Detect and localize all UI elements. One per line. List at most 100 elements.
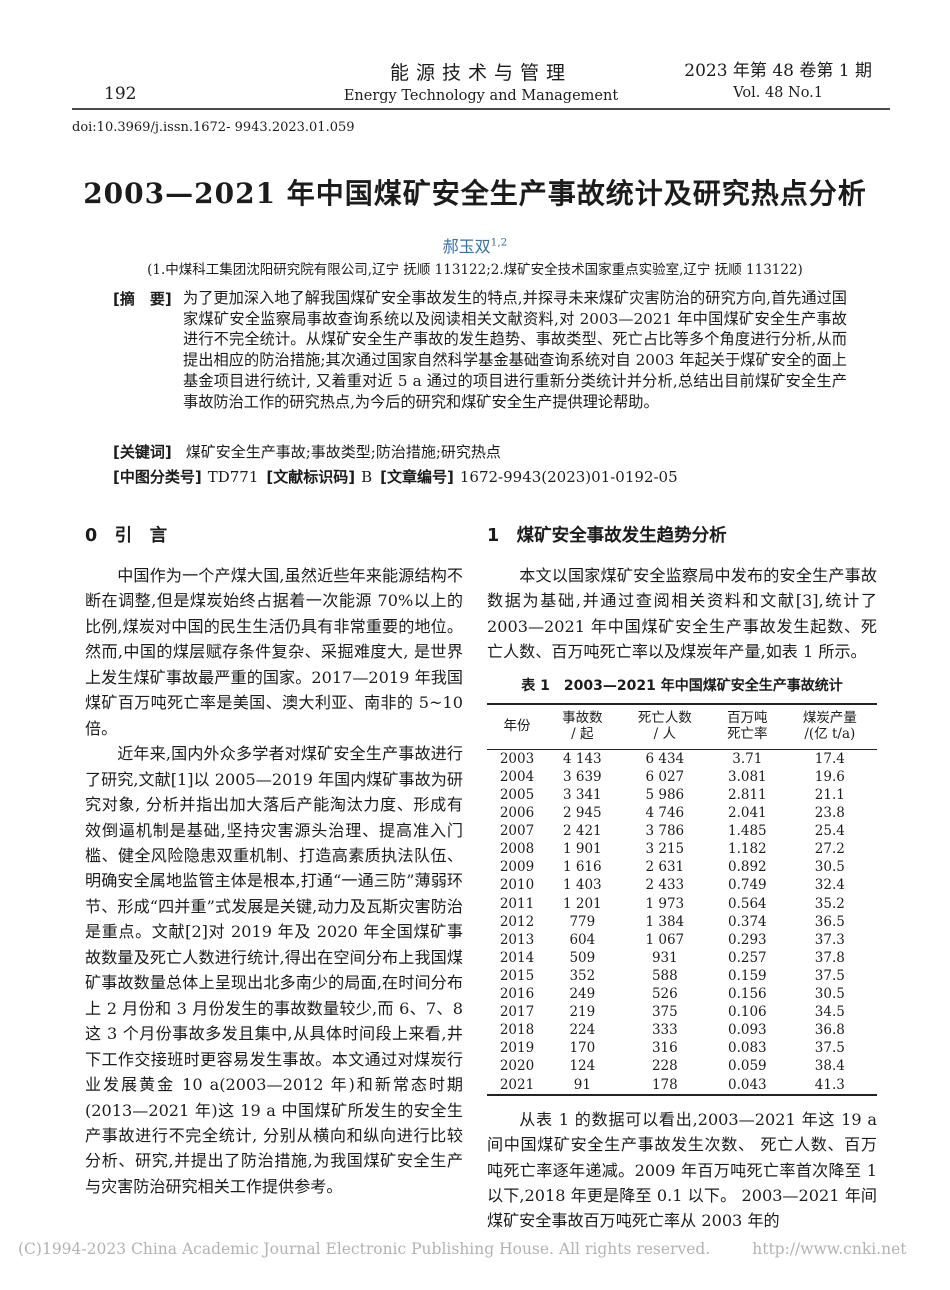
table-cell: 3 639 <box>563 768 602 785</box>
table-cell: 1 616 <box>563 859 602 876</box>
table-row: 2018 224 333 0.093 36.8 <box>487 1021 877 1039</box>
table-header-cell: 事故数 / 起 <box>546 703 618 750</box>
table-cell: 2003 <box>499 750 535 767</box>
table-cell: 5 986 <box>645 787 685 803</box>
table-row: 2015 352 588 0.159 37.5 <box>487 967 877 985</box>
table-row: 2009 1 616 2 631 0.892 30.5 <box>487 858 877 876</box>
table-row: 2006 2 945 4 746 2.041 23.8 <box>487 804 877 822</box>
table-cell: 333 <box>651 1022 678 1039</box>
table-cell: 41.3 <box>814 1076 845 1093</box>
table-cell: 91 <box>573 1076 591 1093</box>
table-row: 2011 1 201 1 973 0.564 35.2 <box>487 895 877 913</box>
table-cell: 36.5 <box>814 913 845 930</box>
table-cell: 0.093 <box>727 1022 767 1039</box>
table-cell: 0.374 <box>727 913 767 930</box>
table-cell: 37.3 <box>814 931 845 948</box>
table-cell: 3.71 <box>732 750 763 767</box>
table-cell: 0.159 <box>727 967 767 984</box>
table-cell: 0.564 <box>727 895 767 912</box>
table-cell: 2011 <box>499 895 535 912</box>
table-cell: 3 341 <box>563 787 602 803</box>
table-cell: 219 <box>569 1004 596 1021</box>
abstract-label: [摘 要] <box>113 290 172 308</box>
table-row: 2021 91 178 0.043 41.3 <box>487 1076 877 1095</box>
table-cell: 34.5 <box>814 1004 845 1021</box>
table-cell: 2017 <box>499 1004 535 1021</box>
trend-paragraph-1: 本文以国家煤矿安全监察局中发布的安全生产事故数据为基础,并通过查阅相关资料和文献… <box>487 566 877 662</box>
table-cell: 35.2 <box>814 895 845 912</box>
table-cell: 2012 <box>499 913 535 930</box>
table-cell: 2005 <box>499 787 535 803</box>
table-cell: 316 <box>651 1040 678 1057</box>
doc-code-label: [文献标识码] <box>266 468 356 486</box>
header-rule <box>72 108 890 110</box>
keywords-label: [关键词] <box>113 443 172 461</box>
table-row: 2012 779 1 384 0.374 36.5 <box>487 913 877 931</box>
table-header-cell: 年份 <box>487 703 547 750</box>
table-row: 2005 3 341 5 986 2.811 21.1 <box>487 786 877 804</box>
table-cell: 1 067 <box>645 931 685 948</box>
table-row: 2017 219 375 0.106 34.5 <box>487 1003 877 1021</box>
table-cell: 32.4 <box>814 877 845 894</box>
table-row: 2008 1 901 3 215 1.182 27.2 <box>487 840 877 858</box>
table-cell: 931 <box>651 949 678 966</box>
abstract-text: 为了更加深入地了解我国煤矿安全事故发生的特点,并探寻未来煤矿灾害防治的研究方向,… <box>183 289 847 411</box>
doi-line: doi:10.3969/j.issn.1672- 9943.2023.01.05… <box>72 120 355 135</box>
table-cell: 3 786 <box>645 823 685 840</box>
table-cell: 17.4 <box>814 750 845 767</box>
table-cell: 2.811 <box>727 787 767 803</box>
table-row: 2007 2 421 3 786 1.485 25.4 <box>487 822 877 840</box>
left-column: 0 引 言 中国作为一个产煤大国,虽然近些年来能源结构不断在调整,但是煤炭始终占… <box>85 518 463 1199</box>
table-cell: 23.8 <box>814 805 845 822</box>
abstract-block: [摘 要] 为了更加深入地了解我国煤矿安全事故发生的特点,并探寻未来煤矿灾害防治… <box>113 288 847 412</box>
table-cell: 124 <box>569 1058 596 1075</box>
table-cell: 1 901 <box>563 841 602 858</box>
table-header-cell: 死亡人数 / 人 <box>617 703 712 750</box>
table-header-cell: 百万吨 死亡率 <box>711 703 783 750</box>
keywords-line: [关键词] 煤矿安全生产事故;事故类型;防治措施;研究热点 <box>113 441 847 462</box>
table-cell: 6 434 <box>645 750 685 767</box>
table-row: 2020 124 228 0.059 38.4 <box>487 1057 877 1075</box>
table-cell: 4 746 <box>645 805 685 822</box>
table-row: 2014 509 931 0.257 37.8 <box>487 949 877 967</box>
table-cell: 36.8 <box>814 1022 845 1039</box>
author-line: 郝玉双1,2 <box>0 233 950 257</box>
issue-info-block: 2023 年第 48 卷第 1 期 Vol. 48 No.1 <box>684 56 872 101</box>
table-cell: 0.083 <box>727 1040 767 1057</box>
table-cell: 21.1 <box>814 787 845 803</box>
trend-paragraph-2: 从表 1 的数据可以看出,2003—2021 年这 19 a 间中国煤矿安全生产… <box>487 1109 877 1231</box>
table-cell: 0.257 <box>727 949 767 966</box>
cnki-url[interactable]: http://www.cnki.net <box>752 1240 907 1258</box>
table-cell: 0.156 <box>727 986 767 1003</box>
table-header-cell: 煤炭产量/(亿 t/a) <box>782 703 877 750</box>
accident-statistics-table: 年份 事故数 / 起死亡人数 / 人百万吨 死亡率 煤炭产量/(亿 t/a) 2003 4 1… <box>487 702 877 1096</box>
table-cell: 1 384 <box>645 913 685 930</box>
table-row: 2019 170 316 0.083 37.5 <box>487 1039 877 1057</box>
table-cell: 25.4 <box>814 823 845 840</box>
table-cell: 249 <box>569 986 596 1003</box>
table-row: 2003 4 143 6 434 3.71 17.4 <box>487 749 877 768</box>
classification-line: [中图分类号] TD771 [文献标识码] B [文章编号] 1672-9943(2023… <box>113 466 847 487</box>
copyright-text: (C)1994-2023 China Academic Journal Elec… <box>18 1240 711 1258</box>
clc-value: TD771 <box>207 468 259 486</box>
table-cell: 2.041 <box>727 805 767 822</box>
journal-title-en: Energy Technology and Management <box>343 88 619 104</box>
table-cell: 526 <box>651 986 678 1003</box>
table-cell: 2016 <box>499 986 535 1003</box>
table-cell: 2015 <box>499 967 535 984</box>
doc-code-value: B <box>361 468 373 486</box>
author-name: 郝玉双 <box>442 237 491 256</box>
article-id-label: [文章编号] <box>380 468 454 486</box>
table-cell: 2018 <box>499 1022 535 1039</box>
table-row: 2013 604 1 067 0.293 37.3 <box>487 931 877 949</box>
table-cell: 6 027 <box>645 768 685 785</box>
table-cell: 0.059 <box>727 1058 767 1075</box>
clc-label: [中图分类号] <box>113 468 202 486</box>
table-cell: 375 <box>651 1004 678 1021</box>
table-cell: 352 <box>569 967 596 984</box>
table-cell: 170 <box>569 1040 596 1057</box>
table-caption: 表 1 2003—2021 年中国煤矿安全生产事故统计 <box>521 677 843 694</box>
table-cell: 19.6 <box>814 768 845 785</box>
table-cell: 779 <box>569 913 596 930</box>
table-cell: 37.5 <box>814 1040 845 1057</box>
